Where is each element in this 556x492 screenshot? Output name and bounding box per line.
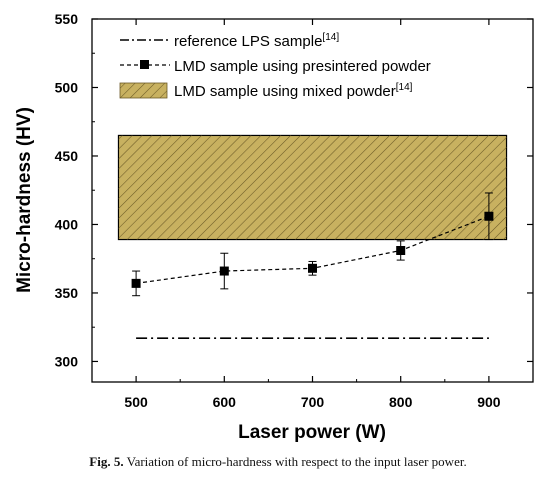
y-tick-label: 400 [55, 216, 79, 232]
data-point [396, 245, 406, 255]
chart: 500 600 700 800 900 300 350 400 450 500 550 Laser… [14, 11, 534, 443]
data-point [308, 263, 317, 273]
x-tick-label: 600 [213, 394, 237, 410]
legend-band-label: LMD sample using mixed powder[14] [174, 82, 413, 100]
x-axis-label: Laser power (W) [238, 422, 386, 443]
y-axis-label: Micro-hardness (HV) [14, 107, 35, 293]
mixed-powder-band [117, 134, 508, 241]
figure-caption: Fig. 5. Variation of micro-hardness with… [0, 454, 556, 470]
x-tick-label: 500 [124, 394, 148, 410]
x-tick-label: 700 [301, 394, 325, 410]
band-hatch [118, 135, 507, 240]
legend-presintered-label: LMD sample using presintered powder [174, 58, 431, 75]
y-tick-label: 500 [55, 79, 79, 95]
caption-label: Fig. 5. [89, 454, 124, 469]
data-point [219, 266, 229, 276]
y-tick-label: 450 [55, 148, 79, 164]
x-axis-ticks: 500 600 700 800 900 [124, 19, 501, 410]
legend: reference LPS sample[14] LMD sample usin… [119, 32, 431, 100]
data-point [131, 278, 141, 288]
legend-presintered-marker [140, 60, 149, 69]
data-point [484, 211, 494, 221]
y-axis-ticks: 300 350 400 450 500 550 [55, 11, 533, 369]
x-tick-label: 900 [477, 394, 501, 410]
y-tick-label: 550 [55, 11, 79, 27]
legend-band-hatch [120, 83, 167, 98]
caption-text: Variation of micro-hardness with respect… [126, 454, 467, 469]
y-tick-label: 300 [55, 353, 79, 369]
x-tick-label: 800 [389, 394, 413, 410]
y-tick-label: 350 [55, 285, 79, 301]
legend-reference-label: reference LPS sample[14] [174, 32, 339, 50]
presintered-series [131, 192, 494, 297]
